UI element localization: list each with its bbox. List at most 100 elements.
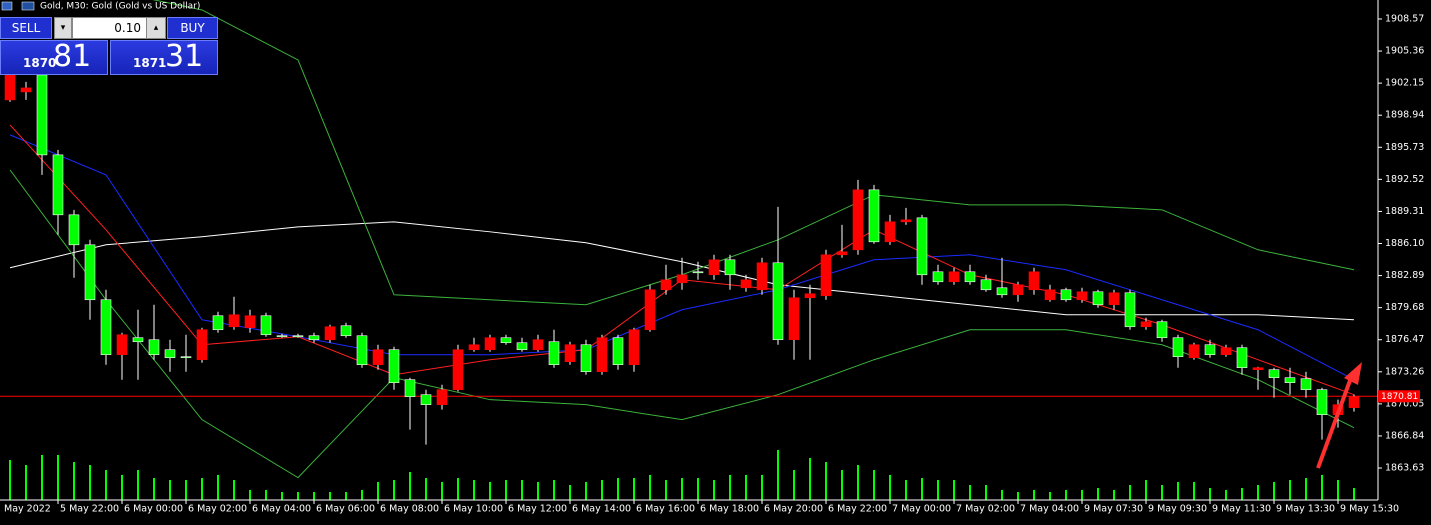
candle-body <box>564 344 576 363</box>
candle-body <box>932 271 944 283</box>
x-tick-label: 9 May 13:30 <box>1276 504 1335 515</box>
bid-main: 1870 <box>23 56 57 70</box>
candle-body <box>1316 389 1328 415</box>
candle-body <box>500 337 512 344</box>
decrease-button[interactable]: ▾ <box>54 17 72 39</box>
candle-body <box>388 349 400 383</box>
sell-button[interactable]: SELL <box>0 17 52 39</box>
candle-body <box>1220 347 1232 356</box>
candle-body <box>1092 291 1104 306</box>
candle-body <box>484 337 496 351</box>
candle-body <box>1348 396 1360 408</box>
candle-body <box>36 74 48 156</box>
candle-body <box>884 221 896 243</box>
x-tick-label: 6 May 22:00 <box>828 504 887 515</box>
plot-area <box>0 0 1378 500</box>
candle-body <box>132 337 144 343</box>
x-tick-label: 9 May 11:30 <box>1212 504 1271 515</box>
candle-body <box>52 154 64 216</box>
candle-body <box>1108 292 1120 306</box>
candle-body <box>1076 291 1088 301</box>
candle-body <box>1268 369 1280 378</box>
increase-button[interactable]: ▴ <box>146 17 166 39</box>
candle-body <box>948 271 960 283</box>
x-tick-label: 6 May 00:00 <box>124 504 183 515</box>
candle-body <box>20 87 32 93</box>
candle-body <box>1252 367 1264 371</box>
ask-price-box[interactable]: 1871 31 <box>110 39 218 75</box>
menu-icon[interactable] <box>1 1 13 11</box>
candle-body <box>356 335 368 366</box>
candle-body <box>452 349 464 390</box>
x-tick-label: 6 May 06:00 <box>316 504 375 515</box>
candle-body <box>308 335 320 341</box>
price-label: 1870.81 <box>1381 392 1418 402</box>
y-tick-label: 1892.52 <box>1385 174 1424 185</box>
candle-body <box>436 389 448 405</box>
candle-body <box>676 274 688 284</box>
y-tick-label: 1895.73 <box>1385 142 1424 153</box>
buy-button[interactable]: BUY <box>167 17 218 39</box>
candle-body <box>100 299 112 356</box>
candle-body <box>980 279 992 291</box>
ask-pips: 31 <box>165 39 204 74</box>
candle-body <box>212 315 224 331</box>
y-tick-label: 1879.68 <box>1385 302 1424 313</box>
annotation-arrow-head <box>1344 362 1362 385</box>
candle-body <box>1140 321 1152 328</box>
trade-panel: SELL ▾ 0.10 ▴ BUY 1870 81 1871 31 <box>0 17 218 75</box>
candle-body <box>596 337 608 373</box>
candle-body <box>276 335 288 338</box>
candle-body <box>788 297 800 341</box>
candle-body <box>468 344 480 351</box>
candle-body <box>196 329 208 361</box>
y-tick-label: 1866.84 <box>1385 430 1424 441</box>
candle-body <box>852 189 864 251</box>
candle-body <box>724 259 736 276</box>
x-tick-label: 9 May 07:30 <box>1084 504 1143 515</box>
chart-icon[interactable] <box>21 1 35 11</box>
candle-body <box>692 271 704 274</box>
ask-main: 1871 <box>133 56 167 70</box>
x-tick-label: 9 May 15:30 <box>1340 504 1399 515</box>
candle-body <box>1204 344 1216 356</box>
y-tick-label: 1902.15 <box>1385 78 1424 89</box>
candle-body <box>548 341 560 366</box>
candle-body <box>516 342 528 351</box>
x-tick-label: 6 May 10:00 <box>444 504 503 515</box>
y-tick-label: 1863.63 <box>1385 463 1424 474</box>
candle-body <box>260 315 272 336</box>
candle-body <box>324 326 336 341</box>
price-label-box <box>1378 390 1420 403</box>
candle-body <box>1124 292 1136 328</box>
y-tick-label: 1873.26 <box>1385 366 1424 377</box>
bid-price-box[interactable]: 1870 81 <box>0 39 108 75</box>
candle-body <box>1012 284 1024 296</box>
x-tick-label: 6 May 04:00 <box>252 504 311 515</box>
candle-body <box>1172 337 1184 358</box>
candle-body <box>1044 289 1056 301</box>
candle-body <box>1188 344 1200 359</box>
volume-input[interactable]: 0.10 <box>72 17 166 39</box>
candle-body <box>84 244 96 301</box>
candle-body <box>148 339 160 356</box>
x-tick-label: 6 May 14:00 <box>572 504 631 515</box>
candle-body <box>420 394 432 405</box>
candle-body <box>740 279 752 289</box>
y-tick-label: 1908.57 <box>1385 13 1424 24</box>
candle-body <box>1060 289 1072 301</box>
candle-body <box>964 271 976 283</box>
candle-body <box>660 279 672 291</box>
candle-body <box>4 74 16 101</box>
candle-body <box>1028 271 1040 291</box>
candle-body <box>116 334 128 356</box>
indicator-line <box>9 169 1355 479</box>
y-tick-label: 1889.31 <box>1385 206 1424 217</box>
candle-body <box>868 189 880 243</box>
candle-body <box>340 325 352 337</box>
x-tick-label: 6 May 20:00 <box>764 504 823 515</box>
y-tick-label: 1886.10 <box>1385 238 1424 249</box>
x-tick-label: May 2022 <box>4 504 51 515</box>
x-tick-label: 6 May 02:00 <box>188 504 247 515</box>
y-tick-label: 1898.94 <box>1385 110 1424 121</box>
